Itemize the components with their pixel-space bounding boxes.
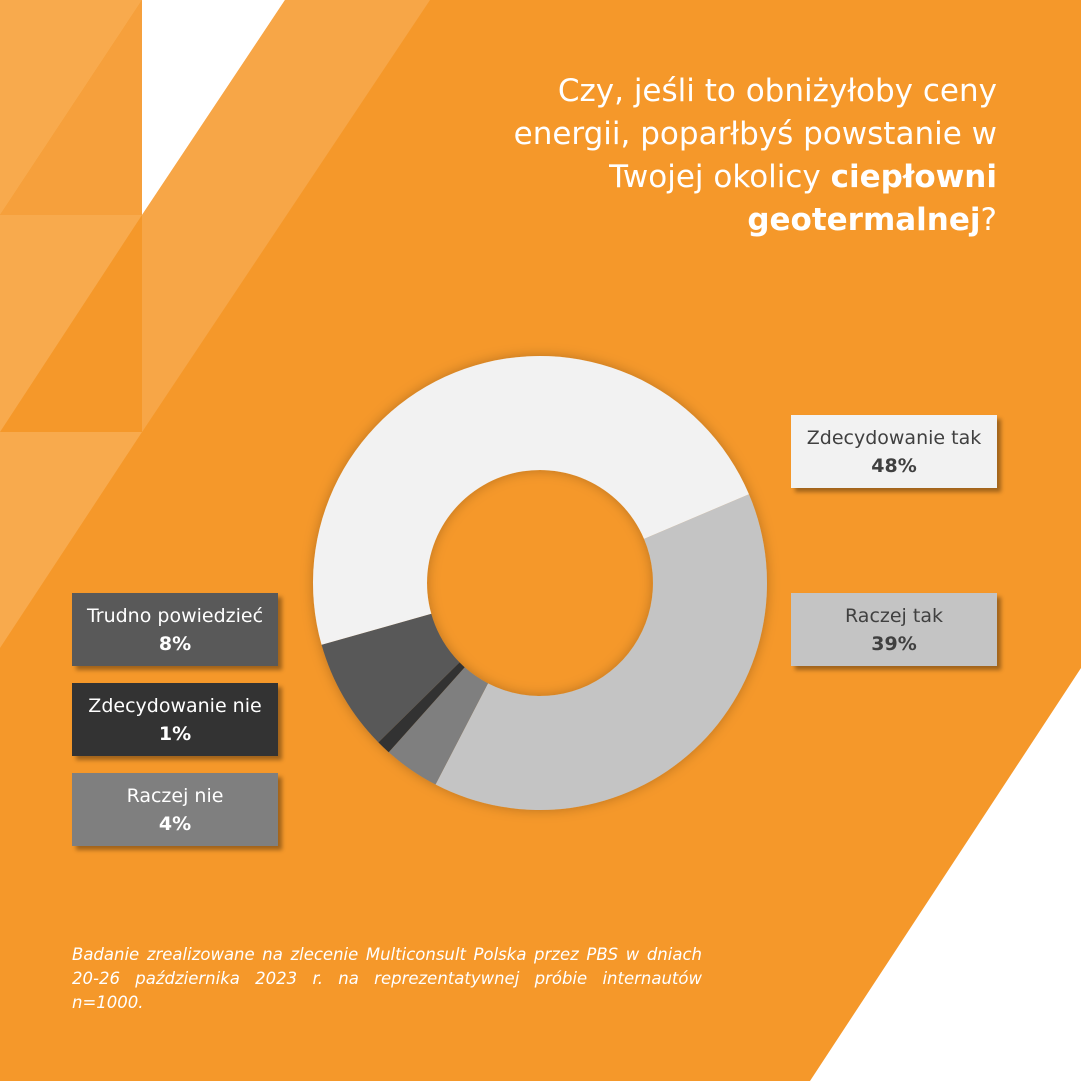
title-question-mark: ? <box>980 202 997 238</box>
donut-slice-trudno-powiedziec <box>321 613 460 743</box>
value-label: 8% <box>158 632 192 655</box>
category-label: Zdecydowanie tak <box>806 426 982 449</box>
value-label: 39% <box>871 632 917 655</box>
bg-triangle <box>0 432 142 648</box>
label-box-zdecydowanie-tak: Zdecydowanie tak 48% <box>791 415 997 488</box>
title-text: Czy, jeśli to obniżyłoby ceny energii, p… <box>513 73 997 195</box>
donut-slice-zdecydowanie-tak <box>313 356 749 645</box>
title-bold-text: ciepłowni geotermalnej <box>747 159 997 238</box>
label-box-zdecydowanie-nie: Zdecydowanie nie 1% <box>72 683 278 756</box>
category-label: Zdecydowanie nie <box>88 694 262 717</box>
donut-slice-raczej-nie <box>388 667 488 785</box>
category-label: Raczej nie <box>126 784 224 807</box>
donut-chart <box>313 356 767 810</box>
bg-white-corner <box>810 668 1081 1081</box>
value-label: 48% <box>871 454 917 477</box>
category-label: Trudno powiedzieć <box>86 604 264 627</box>
chart-title: Czy, jeśli to obniżyłoby ceny energii, p… <box>477 70 997 242</box>
label-box-raczej-nie: Raczej nie 4% <box>72 773 278 846</box>
bg-triangle <box>0 215 142 432</box>
category-label: Raczej tak <box>845 604 943 627</box>
label-box-raczej-tak: Raczej tak 39% <box>791 593 997 666</box>
value-label: 1% <box>158 722 192 745</box>
label-box-trudno-powiedziec: Trudno powiedzieć 8% <box>72 593 278 666</box>
donut-slice-raczej-tak <box>435 494 767 810</box>
value-label: 4% <box>158 812 192 835</box>
survey-footnote: Badanie zrealizowane na zlecenie Multico… <box>72 945 702 1012</box>
bg-triangle <box>0 0 142 215</box>
donut-slice-zdecydowanie-nie <box>378 662 465 753</box>
bg-triangle <box>142 0 430 432</box>
